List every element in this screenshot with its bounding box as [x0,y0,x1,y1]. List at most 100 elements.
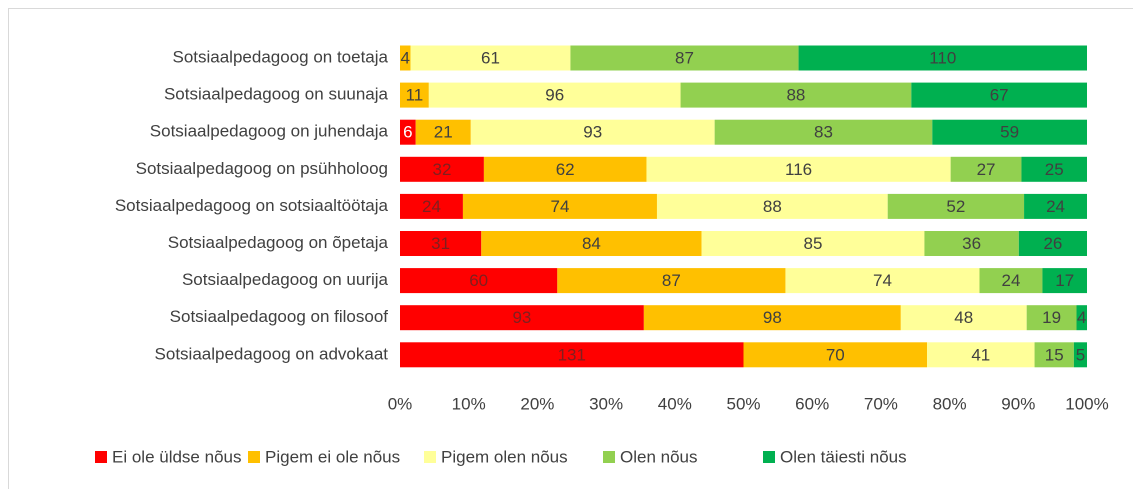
data-label: 88 [786,86,805,105]
data-label: 61 [481,48,500,67]
category-label: Sotsiaalpedagoog on sotsiaaltöötaja [115,196,389,215]
data-label: 32 [432,160,451,179]
bar-segment [743,342,928,368]
bar-segment [643,305,901,331]
bar-segment [680,82,912,108]
category-label: Sotsiaalpedagoog on psühholoog [136,159,388,178]
bar-segment [400,193,463,219]
bar-segment [887,193,1025,219]
bar-segment [785,268,980,294]
x-tick-label: 50% [726,394,760,413]
chart-border [8,8,1133,489]
legend-swatch [424,451,436,463]
legend-label: Pigem ei ole nõus [265,447,400,466]
bar-segment [400,82,429,108]
bar-segment [1024,193,1087,219]
bar-segment [714,119,933,145]
bar-segment [1042,268,1087,294]
bar-segment [1021,156,1087,182]
legend-swatch [95,451,107,463]
data-label: 41 [971,345,990,364]
data-label: 31 [431,234,450,253]
x-tick-label: 10% [452,394,486,413]
data-label: 26 [1043,234,1062,253]
data-label: 70 [826,345,845,364]
x-tick-label: 100% [1065,394,1108,413]
bar-segment [950,156,1022,182]
bar-segment [400,268,558,294]
data-label: 4 [1077,308,1086,327]
bar-segment [1018,231,1087,256]
bar-segment [415,119,471,145]
data-label: 74 [873,271,892,290]
data-label: 98 [763,308,782,327]
data-label: 62 [556,160,575,179]
bar-segment [470,119,715,145]
legend-label: Pigem olen nõus [441,447,568,466]
bar-segment [900,305,1027,331]
bar-segment [400,156,484,182]
data-label: 85 [804,234,823,253]
data-label: 11 [406,86,424,105]
bar-segment [798,45,1087,71]
data-label: 52 [946,197,965,216]
bar-segment [911,82,1087,108]
legend-swatch [248,451,260,463]
data-label: 84 [582,234,601,253]
data-label: 27 [977,160,996,179]
data-label: 87 [662,271,681,290]
data-label: 74 [550,197,569,216]
x-tick-label: 30% [589,394,623,413]
x-tick-label: 20% [520,394,554,413]
bar-segment [924,231,1019,256]
x-tick-label: 0% [388,394,413,413]
bar-segment [400,119,416,145]
data-label: 59 [1000,123,1019,142]
bar-segment [932,119,1087,145]
data-label: 17 [1055,271,1074,290]
data-label: 88 [763,197,782,216]
x-tick-label: 90% [1001,394,1035,413]
bar-segment [927,342,1035,368]
data-label: 21 [434,123,453,142]
bar-segment [400,45,411,71]
bar-segment [481,231,702,256]
data-label: 4 [401,48,410,67]
data-label: 116 [785,160,812,179]
bar-segment [400,231,482,256]
legend-swatch [763,451,775,463]
data-label: 60 [469,271,488,290]
data-label: 25 [1045,160,1064,179]
legend-swatch [603,451,615,463]
bar-segment [1076,305,1087,331]
bar-segment [400,305,644,331]
data-label: 83 [814,123,833,142]
bar-segment [557,268,786,294]
bar-segment [410,45,571,71]
bar-segment [570,45,799,71]
x-tick-label: 60% [795,394,829,413]
bar-segment [979,268,1043,294]
legend-label: Olen täiesti nõus [780,447,907,466]
category-label: Sotsiaalpedagoog on toetaja [172,47,388,66]
data-label: 131 [558,345,586,364]
x-tick-label: 70% [864,394,898,413]
data-label: 5 [1076,345,1085,364]
data-label: 24 [1046,197,1065,216]
data-label: 67 [990,86,1009,105]
bar-segment [656,193,888,219]
category-label: Sotsiaalpedagoog on filosoof [170,307,389,326]
bar-segment [428,82,681,108]
data-label: 93 [583,123,602,142]
data-label: 110 [929,48,956,67]
data-label: 19 [1042,308,1061,327]
data-label: 6 [403,123,412,142]
data-label: 24 [422,197,441,216]
x-tick-label: 80% [933,394,967,413]
bar-segment [400,342,744,368]
data-label: 24 [1001,271,1020,290]
legend-label: Ei ole üldse nõus [112,447,241,466]
bar-segment [1073,342,1087,368]
bar-segment [701,231,925,256]
